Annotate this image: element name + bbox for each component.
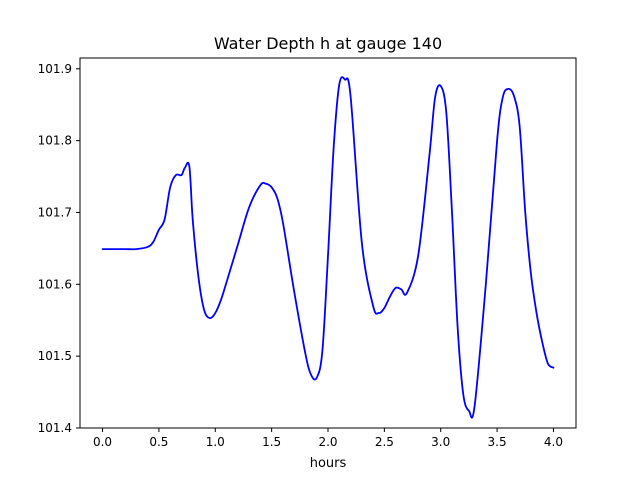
y-tick-label: 101.5 [38, 349, 72, 363]
series-layer [101, 76, 555, 419]
x-tick-label: 3.0 [431, 435, 450, 449]
y-tick-label: 101.6 [38, 277, 72, 291]
x-tick-label: 2.5 [375, 435, 394, 449]
axes-layer: 0.0 0.5 1.0 1.5 2.0 2.5 3.0 3.5 4.0 101.4 101.5 101… [38, 62, 563, 449]
plot-frame [79, 57, 577, 429]
x-tick-label: 1.5 [262, 435, 281, 449]
chart-title: Water Depth h at gauge 140 [214, 34, 442, 53]
x-tick-label: 4.0 [544, 435, 563, 449]
y-tick-label: 101.8 [38, 134, 72, 148]
x-tick-label: 1.0 [206, 435, 225, 449]
x-tick-label: 0.0 [93, 435, 112, 449]
y-tick-label: 101.4 [38, 421, 72, 435]
x-axis-label: hours [310, 456, 347, 471]
series-line [101, 76, 555, 419]
x-tick-label: 2.0 [318, 435, 337, 449]
y-tick-label: 101.7 [38, 205, 72, 219]
x-tick-label: 0.5 [149, 435, 168, 449]
y-tick-label: 101.9 [38, 62, 72, 76]
x-tick-label: 3.5 [488, 435, 507, 449]
